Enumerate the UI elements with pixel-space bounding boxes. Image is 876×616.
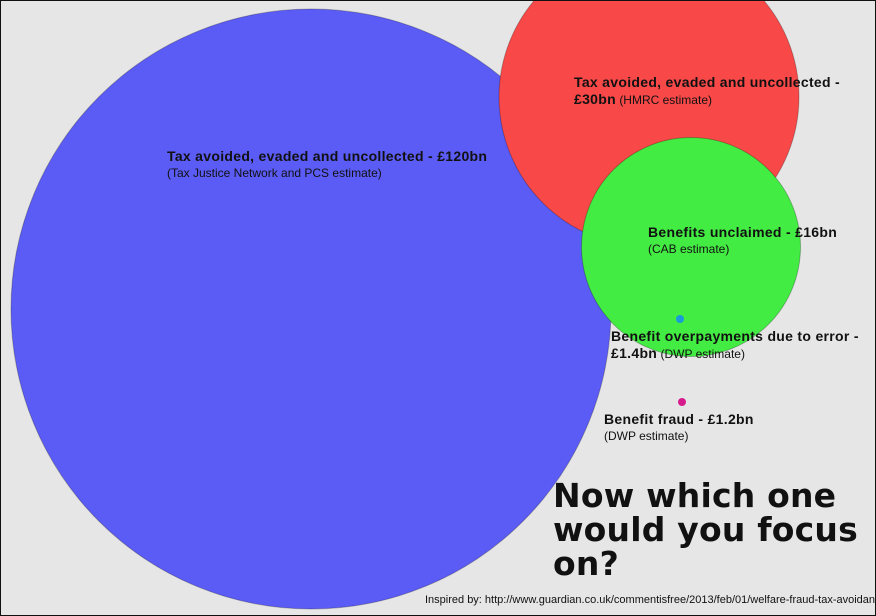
label-benefit-fraud-source: (DWP estimate) <box>604 429 689 443</box>
label-benefit-fraud: Benefit fraud - £1.2bn (DWP estimate) <box>604 411 754 444</box>
label-overpayments-source: (DWP estimate) <box>660 347 745 361</box>
bubble-overpayments <box>676 315 684 323</box>
label-benefits-unclaimed-source: (CAB estimate) <box>648 242 730 256</box>
bubble-benefit-fraud <box>678 398 686 406</box>
label-benefit-fraud-title: Benefit fraud - £1.2bn <box>604 411 754 427</box>
label-tax-120bn-title: Tax avoided, evaded and uncollected - £1… <box>167 148 488 164</box>
label-overpayments: Benefit overpayments due to error - £1.4… <box>611 328 859 362</box>
label-benefits-unclaimed-title: Benefits unclaimed - £16bn <box>648 224 838 240</box>
bubble-benefits-unclaimed <box>581 137 801 357</box>
label-tax-120bn-source: (Tax Justice Network and PCS estimate) <box>167 166 382 180</box>
credit-line: Inspired by: http://www.guardian.co.uk/c… <box>425 594 876 606</box>
label-overpayments-title-line1: Benefit overpayments due to error - <box>611 328 859 344</box>
label-benefits-unclaimed: Benefits unclaimed - £16bn (CAB estimate… <box>648 224 837 257</box>
headline: Now which one would you focus on? <box>553 476 858 583</box>
label-overpayments-title-line2: £1.4bn <box>611 345 658 361</box>
label-tax-120bn: Tax avoided, evaded and uncollected - £1… <box>167 148 487 181</box>
label-tax-30bn-title-line1: Tax avoided, evaded and uncollected - <box>574 74 841 90</box>
label-tax-30bn: Tax avoided, evaded and uncollected - £3… <box>574 74 840 108</box>
label-tax-30bn-title-line2: £30bn <box>574 91 616 107</box>
label-tax-30bn-source: (HMRC estimate) <box>619 93 712 107</box>
